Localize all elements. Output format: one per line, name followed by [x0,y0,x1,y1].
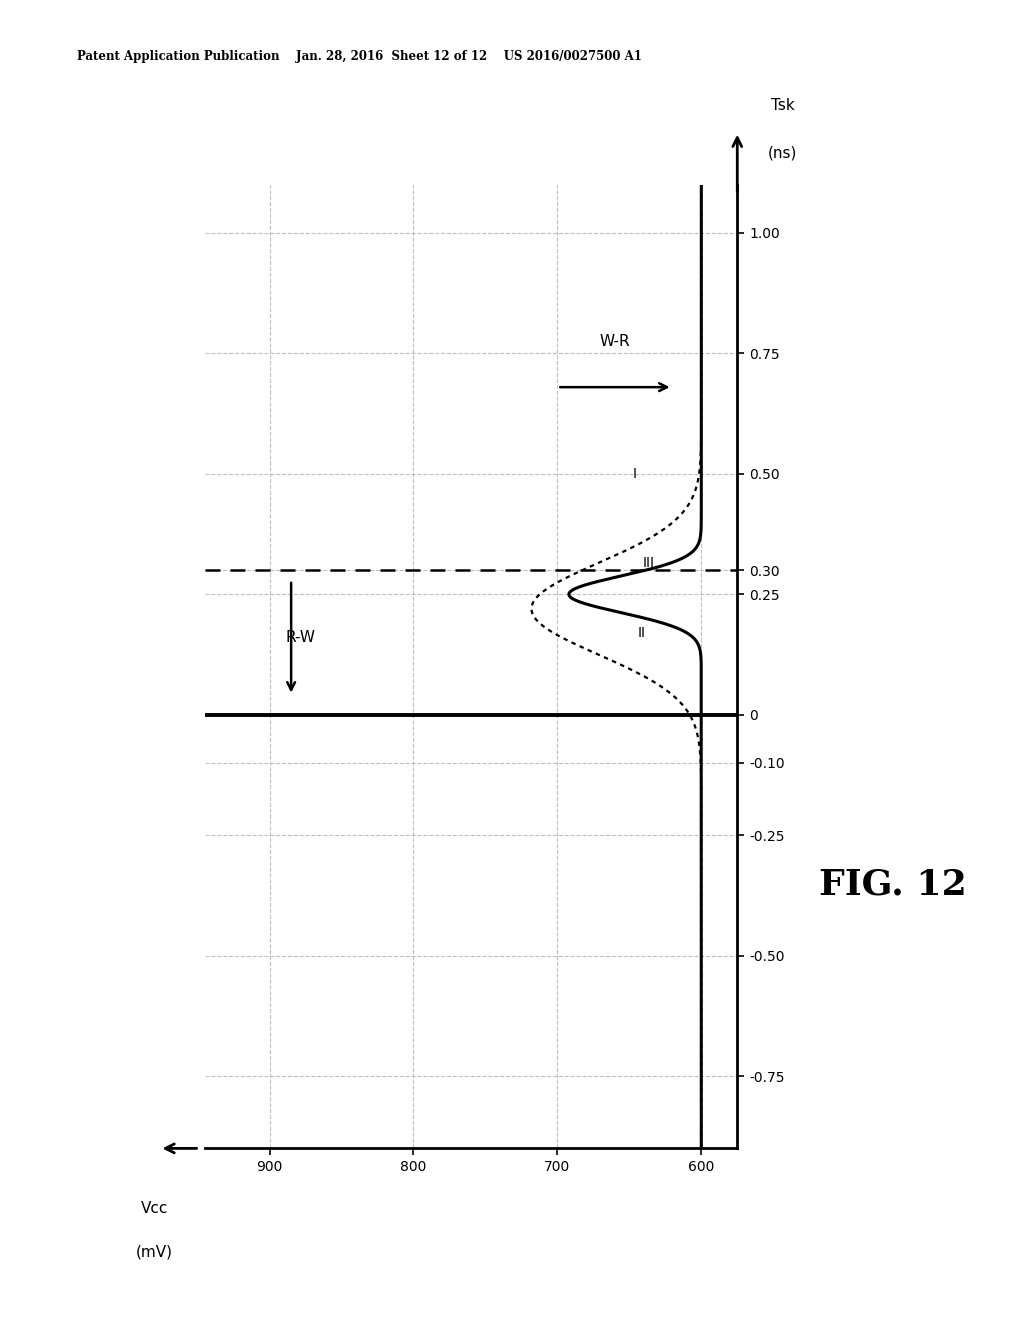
Text: W-R: W-R [600,334,630,348]
Text: I: I [632,467,636,480]
Text: R-W: R-W [286,630,315,645]
Text: II: II [638,626,646,640]
Text: III: III [642,556,654,570]
Text: (ns): (ns) [768,145,798,161]
Text: (mV): (mV) [136,1245,173,1259]
Text: Patent Application Publication    Jan. 28, 2016  Sheet 12 of 12    US 2016/00275: Patent Application Publication Jan. 28, … [77,50,642,63]
Text: Tsk: Tsk [771,98,795,112]
Text: FIG. 12: FIG. 12 [819,867,967,902]
Text: Vcc: Vcc [140,1201,168,1217]
